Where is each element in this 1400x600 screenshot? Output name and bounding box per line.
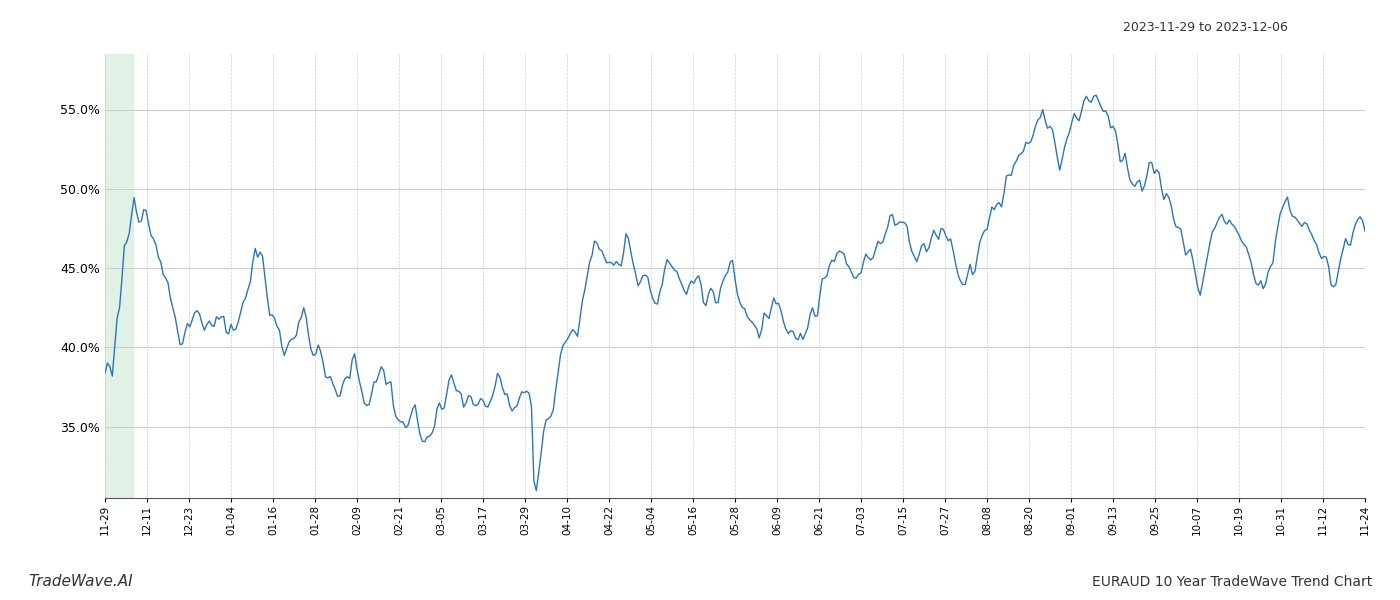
Bar <box>105 54 133 498</box>
Text: TradeWave.AI: TradeWave.AI <box>28 574 133 589</box>
Text: EURAUD 10 Year TradeWave Trend Chart: EURAUD 10 Year TradeWave Trend Chart <box>1092 575 1372 589</box>
Text: 2023-11-29 to 2023-12-06: 2023-11-29 to 2023-12-06 <box>1123 21 1288 34</box>
